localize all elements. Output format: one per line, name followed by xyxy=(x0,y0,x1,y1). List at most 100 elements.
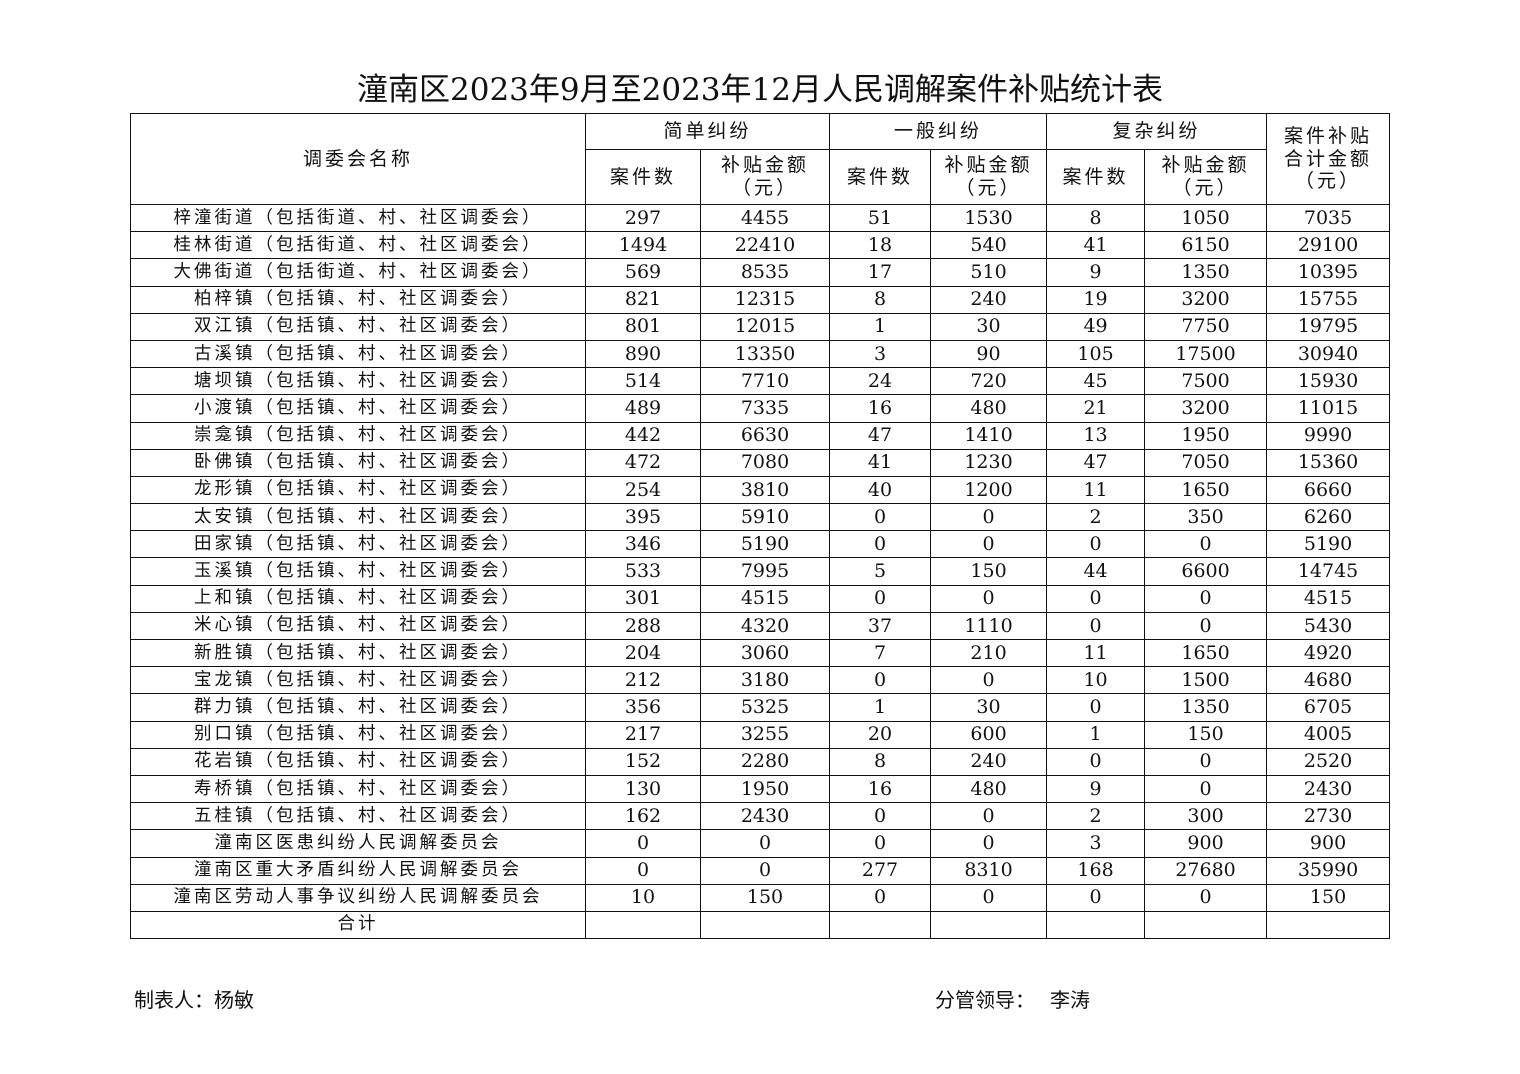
table-row: 群力镇（包括镇、村、社区调委会） 356 5325 1 30 0 1350 6705 xyxy=(130,693,1391,722)
cell-committee-name: 太安镇（包括镇、村、社区调委会） xyxy=(130,503,586,532)
cell-simple-subsidy: 0 xyxy=(699,829,831,858)
cell-total-subsidy: 2520 xyxy=(1266,747,1391,776)
table-row: 塘坝镇（包括镇、村、社区调委会） 514 7710 24 720 45 7500 15930 xyxy=(130,367,1391,396)
cell-simple-subsidy: 3060 xyxy=(699,638,831,668)
cell-general-count: 277 xyxy=(829,856,932,885)
cell-complex-subsidy: 7500 xyxy=(1144,367,1268,396)
header-simple-subsidy: 补贴金额 （元） xyxy=(699,149,831,205)
cell-simple-subsidy: 3180 xyxy=(699,666,831,695)
subsidy-label: 补贴金额 xyxy=(721,154,810,177)
cell-committee-name: 花岩镇（包括镇、村、社区调委会） xyxy=(130,747,586,776)
cell-simple-count: 162 xyxy=(585,802,701,831)
table-row: 桂林街道（包括街道、村、社区调委会） 1494 22410 18 540 41 6150 29… xyxy=(130,231,1391,260)
cell-general-count: 1 xyxy=(829,312,932,341)
cell-committee-name: 别口镇（包括镇、村、社区调委会） xyxy=(130,720,586,749)
header-complex-subsidy: 补贴金额 （元） xyxy=(1144,149,1268,205)
table-row: 龙形镇（包括镇、村、社区调委会） 254 3810 40 1200 11 1650 6660 xyxy=(130,475,1391,505)
cell-total-subsidy: 5190 xyxy=(1266,530,1391,559)
cell-general-subsidy: 240 xyxy=(930,747,1048,776)
cell-general-count: 5 xyxy=(829,557,932,586)
cell-simple-subsidy: 6630 xyxy=(699,421,831,450)
cell-committee-name: 梓潼街道（包括街道、村、社区调委会） xyxy=(130,203,586,233)
cell-simple-count: 514 xyxy=(585,367,701,396)
cell-total-subsidy: 2730 xyxy=(1266,802,1391,831)
unit-label: （元） xyxy=(955,177,1022,199)
cell-simple-count: 346 xyxy=(585,530,701,559)
cell-complex-count: 2 xyxy=(1046,802,1146,831)
cell-complex-subsidy: 1650 xyxy=(1144,638,1268,668)
table-row: 卧佛镇（包括镇、村、社区调委会） 472 7080 41 1230 47 7050 15360 xyxy=(130,448,1391,477)
header-total-line2: 合计金额 xyxy=(1284,147,1373,170)
cell-simple-count: 301 xyxy=(585,584,701,613)
cell-committee-name: 宝龙镇（包括镇、村、社区调委会） xyxy=(130,666,586,695)
header-general: 一般纠纷 xyxy=(829,113,1048,150)
cell-general-count: 17 xyxy=(829,258,932,287)
table-row: 五桂镇（包括镇、村、社区调委会） 162 2430 0 0 2 300 2730 xyxy=(130,802,1391,831)
cell-general-count: 0 xyxy=(829,829,932,858)
cell-total-subsidy: 4680 xyxy=(1266,666,1391,695)
cell-simple-count xyxy=(585,910,701,940)
cell-complex-subsidy: 6600 xyxy=(1144,557,1268,586)
cell-general-subsidy: 150 xyxy=(930,557,1048,586)
cell-complex-subsidy: 0 xyxy=(1144,530,1268,559)
subsidy-label: 补贴金额 xyxy=(944,154,1033,177)
cell-general-subsidy xyxy=(930,910,1048,940)
cell-simple-count: 288 xyxy=(585,611,701,641)
cell-general-count: 0 xyxy=(829,503,932,532)
cell-complex-count xyxy=(1046,910,1146,940)
cell-total-subsidy: 15755 xyxy=(1266,285,1391,314)
cell-simple-count: 10 xyxy=(585,883,701,912)
cell-total-subsidy: 5430 xyxy=(1266,611,1391,641)
cell-general-subsidy: 30 xyxy=(930,693,1048,722)
cell-committee-name: 上和镇（包括镇、村、社区调委会） xyxy=(130,584,586,613)
table-row: 寿桥镇（包括镇、村、社区调委会） 130 1950 16 480 9 0 2430 xyxy=(130,774,1391,804)
cell-simple-subsidy: 0 xyxy=(699,856,831,885)
header-complex: 复杂纠纷 xyxy=(1046,113,1268,150)
preparer: 制表人：杨敏 xyxy=(134,988,254,1012)
cell-complex-count: 47 xyxy=(1046,448,1146,477)
cell-total-subsidy: 35990 xyxy=(1266,856,1391,885)
cell-simple-subsidy: 22410 xyxy=(699,231,831,260)
cell-simple-count: 442 xyxy=(585,421,701,450)
cell-complex-count: 105 xyxy=(1046,339,1146,369)
cell-general-subsidy: 1110 xyxy=(930,611,1048,641)
cell-simple-count: 356 xyxy=(585,693,701,722)
cell-simple-subsidy: 12315 xyxy=(699,285,831,314)
table-row: 宝龙镇（包括镇、村、社区调委会） 212 3180 0 0 10 1500 4680 xyxy=(130,666,1391,695)
header-name: 调委会名称 xyxy=(130,113,586,205)
cell-total-subsidy: 900 xyxy=(1266,829,1391,858)
cell-general-subsidy: 90 xyxy=(930,339,1048,369)
cell-complex-subsidy xyxy=(1144,910,1268,940)
cell-simple-subsidy: 5325 xyxy=(699,693,831,722)
header-complex-count: 案件数 xyxy=(1046,149,1146,205)
cell-complex-subsidy: 7050 xyxy=(1144,448,1268,477)
cell-total-subsidy: 9990 xyxy=(1266,421,1391,450)
cell-general-count: 16 xyxy=(829,394,932,423)
cell-total-subsidy: 30940 xyxy=(1266,339,1391,369)
cell-committee-name: 潼南区重大矛盾纠纷人民调解委员会 xyxy=(130,856,586,885)
cell-committee-name: 崇龛镇（包括镇、村、社区调委会） xyxy=(130,421,586,450)
cell-simple-subsidy: 1950 xyxy=(699,774,831,804)
cell-committee-name: 玉溪镇（包括镇、村、社区调委会） xyxy=(130,557,586,586)
cell-complex-subsidy: 900 xyxy=(1144,829,1268,858)
cell-general-subsidy: 1230 xyxy=(930,448,1048,477)
cell-total-subsidy: 6660 xyxy=(1266,475,1391,505)
cell-general-subsidy: 600 xyxy=(930,720,1048,749)
table-row: 田家镇（包括镇、村、社区调委会） 346 5190 0 0 0 0 5190 xyxy=(130,530,1391,559)
cell-complex-count: 8 xyxy=(1046,203,1146,233)
cell-general-count: 16 xyxy=(829,774,932,804)
cell-general-subsidy: 210 xyxy=(930,638,1048,668)
cell-simple-subsidy: 7710 xyxy=(699,367,831,396)
table-row: 大佛街道（包括街道、村、社区调委会） 569 8535 17 510 9 1350 10395 xyxy=(130,258,1391,287)
cell-simple-count: 204 xyxy=(585,638,701,668)
cell-simple-count: 254 xyxy=(585,475,701,505)
cell-committee-name: 寿桥镇（包括镇、村、社区调委会） xyxy=(130,774,586,804)
cell-complex-subsidy: 17500 xyxy=(1144,339,1268,369)
cell-committee-name: 潼南区医患纠纷人民调解委员会 xyxy=(130,829,586,858)
cell-total-subsidy: 4005 xyxy=(1266,720,1391,749)
cell-simple-count: 395 xyxy=(585,503,701,532)
cell-complex-count: 0 xyxy=(1046,693,1146,722)
cell-general-subsidy: 0 xyxy=(930,530,1048,559)
cell-general-subsidy: 480 xyxy=(930,394,1048,423)
cell-general-count xyxy=(829,910,932,940)
